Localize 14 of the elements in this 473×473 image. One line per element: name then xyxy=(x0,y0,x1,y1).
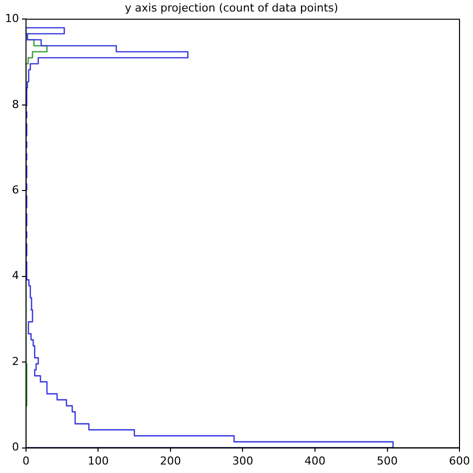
chart-title: y axis projection (count of data points) xyxy=(124,1,338,14)
x-tick-label: 200 xyxy=(160,454,181,468)
y-tick-label: 0 xyxy=(12,440,19,454)
y-tick-label: 8 xyxy=(12,98,19,111)
y-tick-label: 2 xyxy=(12,354,19,368)
x-tick-label: 600 xyxy=(449,454,470,468)
y-tick-label: 10 xyxy=(4,12,19,26)
x-tick-label: 0 xyxy=(22,454,30,468)
x-tick-label: 400 xyxy=(304,454,326,468)
y-tick-label: 4 xyxy=(12,269,19,282)
y-tick-label: 6 xyxy=(12,184,19,196)
x-tick-label: 500 xyxy=(376,454,398,468)
x-tick-label: 300 xyxy=(232,454,254,468)
x-tick-label: 100 xyxy=(88,454,109,468)
